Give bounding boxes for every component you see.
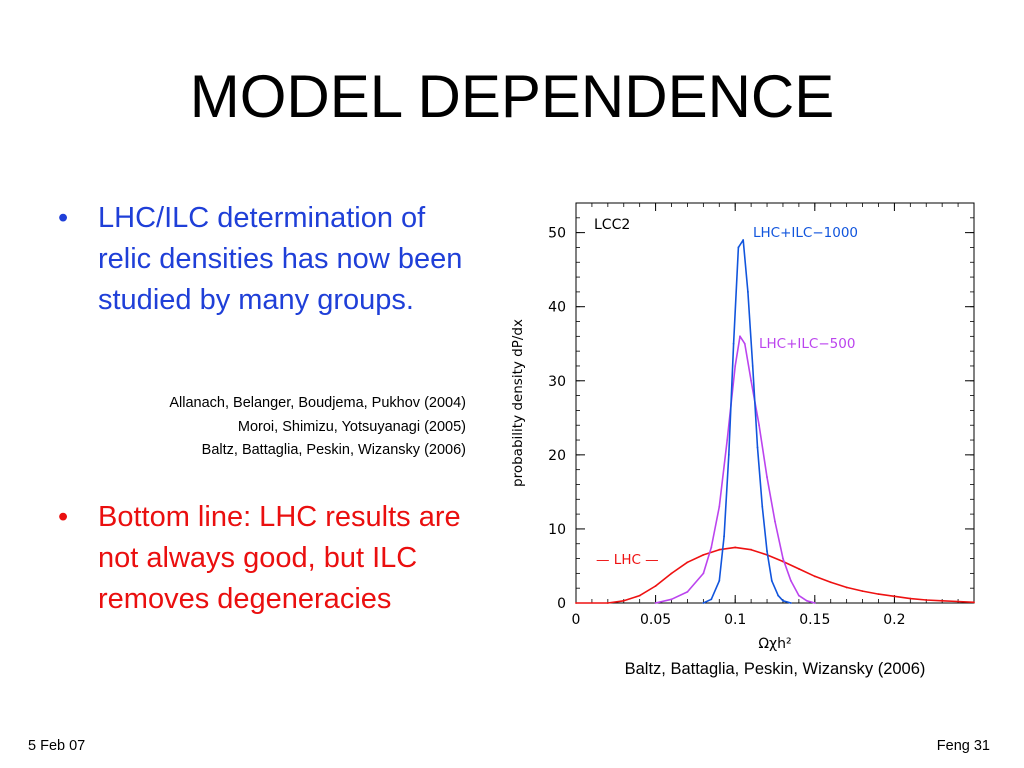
x-tick-label: 0.05 (640, 612, 671, 628)
data-point (727, 453, 730, 456)
data-point (742, 239, 745, 241)
data-point (925, 599, 928, 601)
data-point (758, 424, 760, 427)
data-point (575, 602, 577, 604)
data-point (710, 598, 713, 601)
reference-list: Allanach, Belanger, Boudjema, Pukhov (20… (80, 392, 466, 463)
data-point (654, 585, 657, 587)
x-axis-label: Ωχh² (758, 636, 791, 652)
data-point (670, 572, 673, 575)
bullet-marker-1: • (58, 202, 69, 234)
data-point (790, 579, 792, 582)
data-point (893, 595, 896, 598)
y-tick-label: 30 (548, 374, 566, 390)
bullet-marker-2: • (58, 501, 69, 533)
data-point (909, 597, 912, 600)
slide-title: MODEL DEPENDENCE (189, 63, 835, 130)
data-point (761, 505, 764, 508)
bullet-text-2: Bottom line: LHC results are not always … (98, 501, 461, 615)
data-point (813, 575, 816, 578)
series-label-ilc1000: LHC+ILC−1000 (753, 225, 858, 241)
data-point (622, 599, 625, 602)
x-tick-label: 0.1 (724, 612, 746, 628)
bullet-text-1: LHC/ILC determination of relic densities… (98, 202, 463, 316)
data-point (747, 290, 749, 293)
data-point (756, 446, 759, 449)
footer-date: 5 Feb 07 (28, 738, 86, 754)
data-point (973, 601, 975, 604)
series-label-lhc: — LHC — (596, 552, 659, 568)
data-point (702, 553, 705, 556)
footer-page: Feng 31 (936, 738, 990, 754)
y-tick-label: 20 (548, 448, 566, 464)
probability-density-chart: 0 0.05 0.1 0.15 0.2 0 10 20 30 40 50 LCC2 LHC+ILC−… (510, 202, 975, 652)
data-point (941, 599, 944, 602)
data-point (718, 579, 721, 582)
series-label-ilc500: LHC+ILC−500 (759, 336, 855, 352)
data-point (686, 561, 689, 564)
y-tick-label: 50 (548, 226, 566, 242)
data-point (790, 602, 792, 604)
data-point (766, 550, 768, 553)
data-point (861, 590, 864, 593)
data-point (797, 594, 800, 597)
data-point (710, 546, 713, 549)
x-tick-label: 0.2 (883, 612, 905, 628)
data-point (686, 590, 689, 593)
bullet-item-2: • Bottom line: LHC results are not alway… (58, 497, 468, 620)
data-point (877, 593, 880, 596)
data-point (737, 246, 740, 249)
figure-caption: Baltz, Battaglia, Peskin, Wizansky (2006… (624, 660, 926, 678)
data-point (750, 379, 753, 382)
data-point (782, 557, 784, 560)
data-point (638, 594, 641, 597)
reference-item: Baltz, Battaglia, Peskin, Wizansky (2006… (201, 442, 466, 458)
y-tick-label: 40 (548, 300, 566, 316)
data-point (774, 520, 776, 523)
y-tick-label: 10 (548, 522, 566, 538)
data-point (743, 342, 746, 345)
y-tick-label: 0 (557, 596, 566, 612)
data-point (670, 598, 673, 601)
reference-item: Moroi, Shimizu, Yotsuyanagi (2005) (237, 418, 466, 435)
data-point (739, 335, 741, 338)
plot-frame (575, 202, 975, 604)
data-point (766, 476, 768, 478)
x-tick-label: 0 (572, 612, 581, 628)
data-point (797, 568, 800, 570)
data-point (734, 365, 737, 367)
data-point (726, 439, 729, 441)
reference-item: Allanach, Belanger, Boudjema, Pukhov (20… (169, 395, 466, 411)
series-line-1 (655, 335, 816, 604)
data-point (750, 548, 753, 551)
data-point (718, 548, 721, 551)
x-tick-label: 0.15 (799, 612, 830, 628)
data-point (718, 505, 721, 508)
data-point (723, 535, 725, 538)
panel-label: LCC2 (594, 217, 630, 233)
data-point (702, 572, 705, 575)
data-point (770, 579, 773, 582)
data-point (732, 342, 735, 345)
data-point (805, 599, 808, 602)
data-point (845, 586, 848, 589)
bullet-item-1: • LHC/ILC determination of relic densiti… (58, 198, 468, 321)
data-point (782, 599, 784, 602)
data-point (734, 546, 737, 549)
data-point (654, 602, 657, 604)
data-point (702, 602, 705, 604)
data-point (829, 581, 832, 584)
data-point (813, 602, 816, 604)
data-point (957, 600, 959, 603)
data-point (606, 602, 609, 604)
data-point (751, 365, 754, 367)
y-axis-label: probability density dP/dx (510, 319, 526, 487)
data-point (777, 594, 780, 597)
